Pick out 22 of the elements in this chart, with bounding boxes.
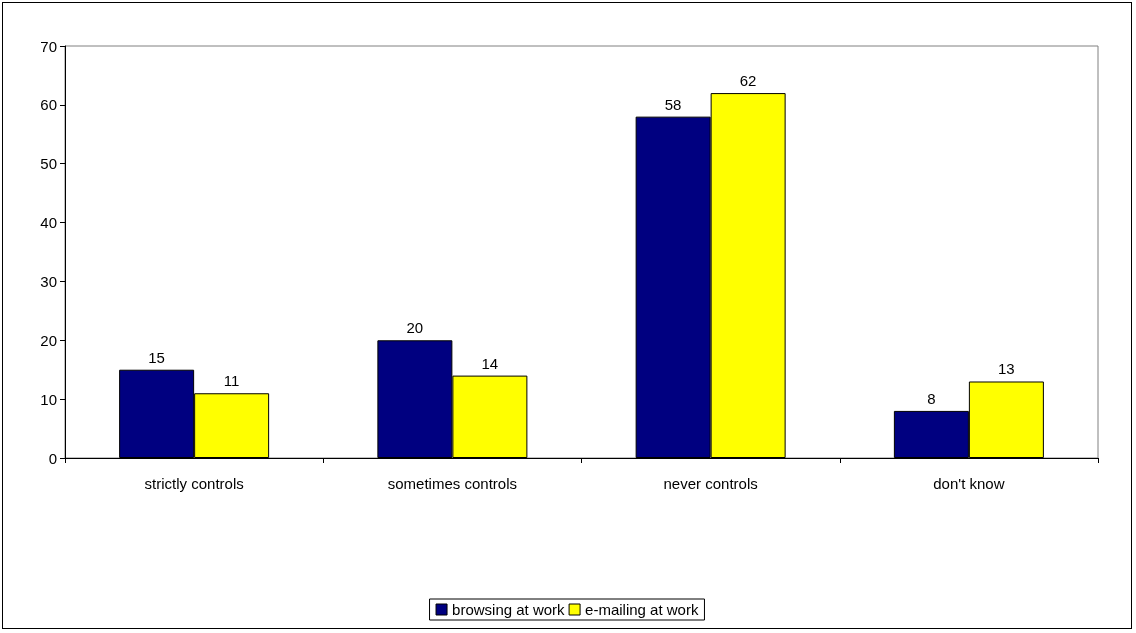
x-tick-label: don't know <box>933 475 1005 492</box>
y-tick-label: 70 <box>40 37 57 55</box>
y-tick-label: 20 <box>40 331 57 349</box>
y-tick-label: 10 <box>40 390 57 408</box>
data-label: 15 <box>148 348 165 366</box>
y-tick-label: 40 <box>40 214 57 232</box>
x-tick-label: strictly controls <box>144 475 244 492</box>
x-tick-label: never controls <box>663 475 758 492</box>
data-label: 62 <box>739 72 757 90</box>
data-label: 8 <box>927 389 936 407</box>
data-label: 13 <box>998 360 1015 378</box>
legend-label: e-mailing at work <box>585 601 699 618</box>
x-tick-label: sometimes controls <box>387 475 517 492</box>
data-label: 20 <box>406 319 424 337</box>
y-tick-label: 50 <box>40 155 57 173</box>
y-tick-label: 60 <box>40 96 57 114</box>
y-tick-label: 0 <box>48 449 57 467</box>
legend-label: browsing at work <box>452 601 566 618</box>
data-label: 11 <box>223 372 240 390</box>
y-tick-label: 30 <box>40 272 57 290</box>
data-label: 14 <box>481 354 499 372</box>
data-label: 58 <box>664 95 682 113</box>
